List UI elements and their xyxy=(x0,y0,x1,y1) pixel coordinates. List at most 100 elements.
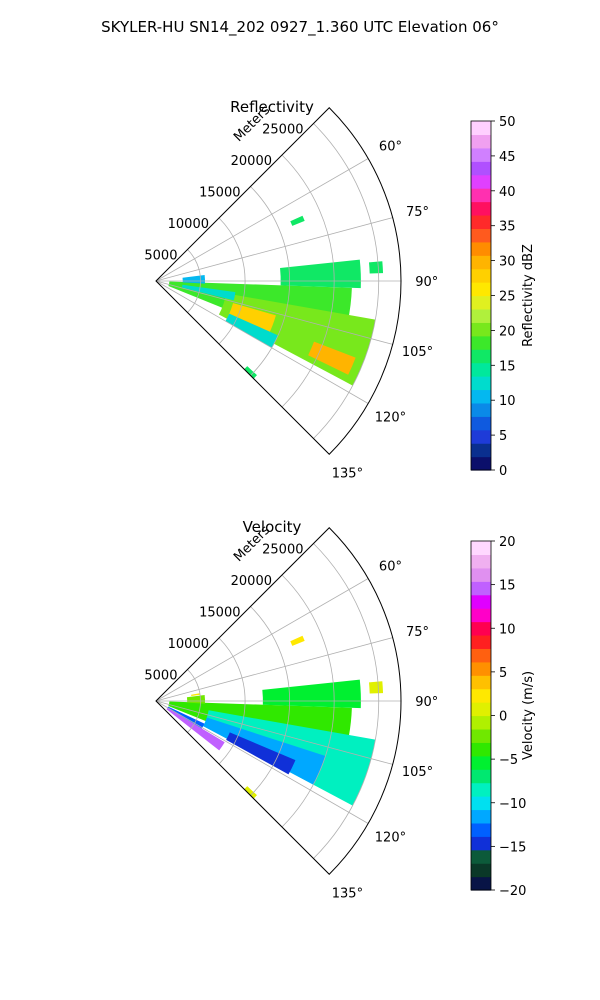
velocity-echo-cell-11 xyxy=(244,786,257,799)
velocity-colorbar-swatch-3 xyxy=(471,836,491,851)
reflectivity-colorbar-swatch-11 xyxy=(471,308,491,323)
velocity-colorbar-swatch-24 xyxy=(471,554,491,569)
reflectivity-colorbar-swatch-14 xyxy=(471,268,491,283)
reflectivity-azimuth-line-0 xyxy=(155,158,369,282)
velocity-colorbar-swatch-14 xyxy=(471,688,491,703)
reflectivity-range-tick-label-2: 15000 xyxy=(199,186,240,201)
reflectivity-colorbar-swatch-18 xyxy=(471,214,491,229)
reflectivity-range-tick-label-0: 5000 xyxy=(144,249,177,264)
reflectivity-sector-frame xyxy=(155,107,402,455)
reflectivity-colorbar-swatch-19 xyxy=(471,201,491,216)
reflectivity-colorbar-swatch-16 xyxy=(471,241,491,256)
figure-title: SKYLER-HU SN14_202 0927_1.360 UTC Elevat… xyxy=(101,18,499,37)
velocity-colorbar-tick-label-4: 0 xyxy=(499,710,507,725)
reflectivity-colorbar-tick-label-1: 5 xyxy=(499,429,507,444)
velocity-colorbar-swatch-10 xyxy=(471,742,491,757)
reflectivity-colorbar-swatch-15 xyxy=(471,255,491,270)
reflectivity-colorbar-swatch-10 xyxy=(471,322,491,337)
velocity-panel: Velocity500010000150002000025000Meters60… xyxy=(144,518,536,901)
velocity-colorbar-swatch-13 xyxy=(471,702,491,717)
velocity-azimuth-tick-label-2: 90° xyxy=(415,695,438,710)
reflectivity-colorbar-swatch-23 xyxy=(471,147,491,162)
velocity-colorbar-swatch-22 xyxy=(471,581,491,596)
velocity-echo-cell-8 xyxy=(191,693,201,697)
reflectivity-colorbar-swatch-24 xyxy=(471,134,491,149)
velocity-range-tick-label-2: 15000 xyxy=(199,606,240,621)
velocity-colorbar-swatch-9 xyxy=(471,755,491,770)
velocity-colorbar-tick-label-5: 5 xyxy=(499,666,507,681)
reflectivity-echo-cell-6 xyxy=(280,259,361,289)
velocity-azimuth-tick-label-0: 60° xyxy=(379,560,402,575)
reflectivity-colorbar-swatch-2 xyxy=(471,429,491,444)
velocity-colorbar-swatch-0 xyxy=(471,876,491,891)
reflectivity-colorbar-tick-label-6: 30 xyxy=(499,255,516,270)
velocity-colorbar-tick-label-6: 10 xyxy=(499,622,516,637)
velocity-azimuth-tick-label-5: 135° xyxy=(332,886,363,901)
reflectivity-colorbar-swatch-22 xyxy=(471,161,491,176)
velocity-colorbar-swatch-23 xyxy=(471,567,491,582)
velocity-colorbar-tick-label-0: −20 xyxy=(499,884,526,899)
reflectivity-colorbar-swatch-6 xyxy=(471,376,491,391)
reflectivity-echo-cell-4 xyxy=(181,284,236,301)
reflectivity-colorbar-swatch-5 xyxy=(471,389,491,404)
reflectivity-colorbar-swatch-9 xyxy=(471,335,491,350)
velocity-colorbar-swatch-16 xyxy=(471,661,491,676)
reflectivity-azimuth-tick-label-2: 90° xyxy=(415,275,438,290)
velocity-azimuth-tick-label-1: 75° xyxy=(406,625,429,640)
reflectivity-title: Reflectivity xyxy=(230,98,314,116)
reflectivity-colorbar-tick-label-4: 20 xyxy=(499,324,516,339)
reflectivity-colorbar-tick-label-0: 0 xyxy=(499,464,507,479)
reflectivity-azimuth-tick-label-5: 135° xyxy=(332,466,363,481)
reflectivity-range-tick-label-4: 25000 xyxy=(262,123,303,138)
reflectivity-colorbar-swatch-17 xyxy=(471,228,491,243)
velocity-colorbar: −20 −15 −10 −5 0 5 10 15 20 Velocity (m/s) xyxy=(470,535,536,899)
velocity-azimuth-tick-label-3: 105° xyxy=(402,765,433,780)
reflectivity-colorbar-tick-label-10: 50 xyxy=(499,115,516,130)
reflectivity-azimuth-line-4 xyxy=(155,280,369,404)
reflectivity-colorbar-swatch-3 xyxy=(471,416,491,431)
velocity-colorbar-swatch-12 xyxy=(471,715,491,730)
reflectivity-azimuth-line-3 xyxy=(155,280,393,345)
reflectivity-colorbar-swatch-20 xyxy=(471,188,491,203)
reflectivity-colorbar-swatch-12 xyxy=(471,295,491,310)
velocity-echo-cell-10 xyxy=(290,635,305,646)
reflectivity-colorbar-tick-label-8: 40 xyxy=(499,185,516,200)
velocity-colorbar-swatch-19 xyxy=(471,621,491,636)
reflectivity-echo-cell-9 xyxy=(290,215,305,226)
velocity-echo-cell-9 xyxy=(369,681,384,694)
velocity-colorbar-swatch-8 xyxy=(471,769,491,784)
reflectivity-echo-cell-8 xyxy=(369,261,384,274)
velocity-colorbar-swatch-21 xyxy=(471,594,491,609)
reflectivity-echo-cell-7 xyxy=(225,313,279,348)
velocity-colorbar-tick-label-7: 15 xyxy=(499,579,516,594)
velocity-colorbar-swatch-17 xyxy=(471,648,491,663)
velocity-echo-cell-3 xyxy=(226,732,296,775)
reflectivity-range-tick-label-1: 10000 xyxy=(168,217,209,232)
reflectivity-echo-cell-10 xyxy=(244,366,257,379)
reflectivity-colorbar-label: Reflectivity dBZ xyxy=(521,244,536,347)
reflectivity-echoes xyxy=(168,215,384,386)
velocity-echo-cell-4 xyxy=(166,707,225,751)
velocity-azimuth-line-3 xyxy=(155,700,393,765)
velocity-colorbar-tick-label-2: −10 xyxy=(499,797,526,812)
velocity-colorbar-swatch-18 xyxy=(471,634,491,649)
velocity-echoes xyxy=(166,635,384,806)
reflectivity-colorbar-swatch-21 xyxy=(471,174,491,189)
reflectivity-colorbar-swatch-25 xyxy=(471,121,491,136)
reflectivity-colorbar-swatch-7 xyxy=(471,362,491,377)
reflectivity-colorbar-swatch-0 xyxy=(471,456,491,471)
reflectivity-colorbar-swatch-13 xyxy=(471,282,491,297)
velocity-colorbar-swatch-20 xyxy=(471,608,491,623)
velocity-echo-cell-7 xyxy=(262,679,361,709)
velocity-colorbar-swatch-4 xyxy=(471,822,491,837)
reflectivity-colorbar: 0 5 10 15 20 25 30 35 40 45 50 Reflectivity dBZ xyxy=(470,115,536,479)
velocity-colorbar-swatch-11 xyxy=(471,728,491,743)
reflectivity-colorbar-tick-label-9: 45 xyxy=(499,150,516,165)
velocity-colorbar-swatch-6 xyxy=(471,796,491,811)
velocity-colorbar-swatch-7 xyxy=(471,782,491,797)
reflectivity-colorbar-tick-label-3: 15 xyxy=(499,359,516,374)
reflectivity-echo-cell-5 xyxy=(182,275,205,284)
velocity-azimuth-line-4 xyxy=(155,700,369,824)
velocity-colorbar-tick-label-1: −15 xyxy=(499,840,526,855)
